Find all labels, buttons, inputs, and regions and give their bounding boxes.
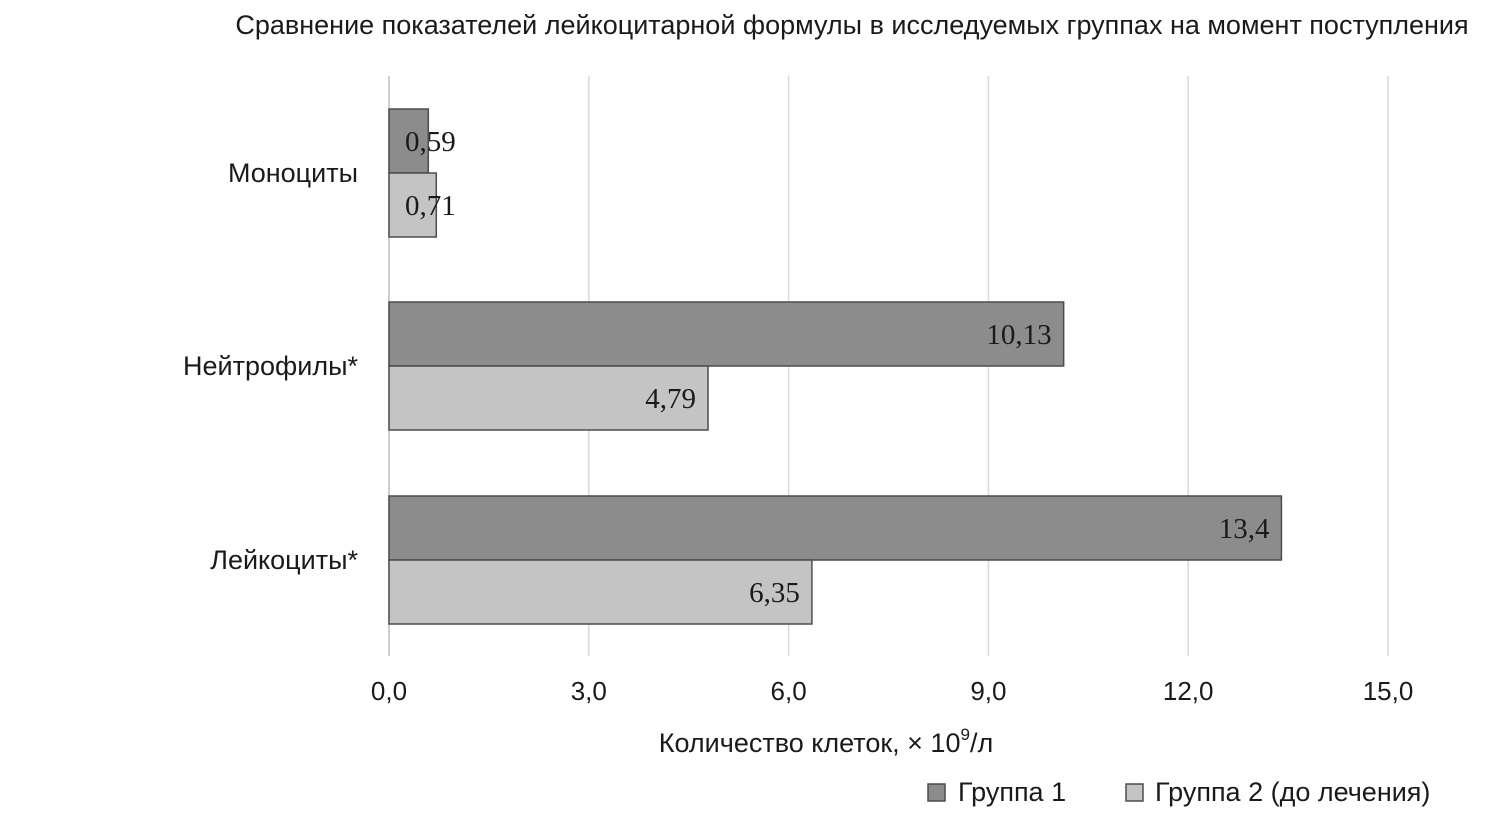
x-tick-label: 15,0	[1363, 676, 1414, 706]
data-label: 6,35	[749, 577, 800, 609]
bar-series-2	[388, 172, 438, 238]
legend-swatch-series-2	[1125, 783, 1144, 802]
legend-swatch-series-1	[927, 783, 946, 802]
data-label: 13,4	[1219, 513, 1270, 545]
x-axis-label-prefix: Количество клеток, × 10	[659, 728, 961, 758]
x-axis-label: Количество клеток, × 109/л	[659, 725, 993, 758]
data-label: 0,59	[405, 126, 456, 158]
data-label: 4,79	[645, 383, 696, 415]
x-tick-label: 3,0	[571, 676, 607, 706]
category-label: Нейтрофилы*	[183, 351, 358, 381]
chart-title: Сравнение показателей лейкоцитарной форм…	[235, 10, 1468, 40]
x-tick-label: 9,0	[970, 676, 1006, 706]
x-axis-label-suffix: /л	[970, 728, 993, 758]
legend-label-series-1: Группа 1	[958, 777, 1066, 807]
data-label: 0,71	[405, 190, 456, 222]
bar-series-2	[388, 559, 813, 625]
bar-series-1	[388, 495, 1283, 561]
category-label: Лейкоциты*	[210, 545, 358, 575]
bar-layer	[388, 108, 1283, 625]
x-axis-label-sup: 9	[960, 725, 969, 744]
bar-series-2	[388, 365, 709, 431]
legend: Группа 1 Группа 2 (до лечения)	[927, 777, 1430, 807]
x-tick-label: 12,0	[1163, 676, 1214, 706]
legend-label-series-2: Группа 2 (до лечения)	[1155, 777, 1430, 807]
data-label: 10,13	[986, 319, 1051, 351]
bar-series-1	[388, 301, 1065, 367]
x-tick-label: 6,0	[771, 676, 807, 706]
label-layer: 0,0 3,0 6,0 9,0 12,0 15,0 Моноциты 0,59 0,71 Нейт…	[183, 126, 1413, 706]
category-label: Моноциты	[228, 158, 358, 188]
x-tick-label: 0,0	[371, 676, 407, 706]
